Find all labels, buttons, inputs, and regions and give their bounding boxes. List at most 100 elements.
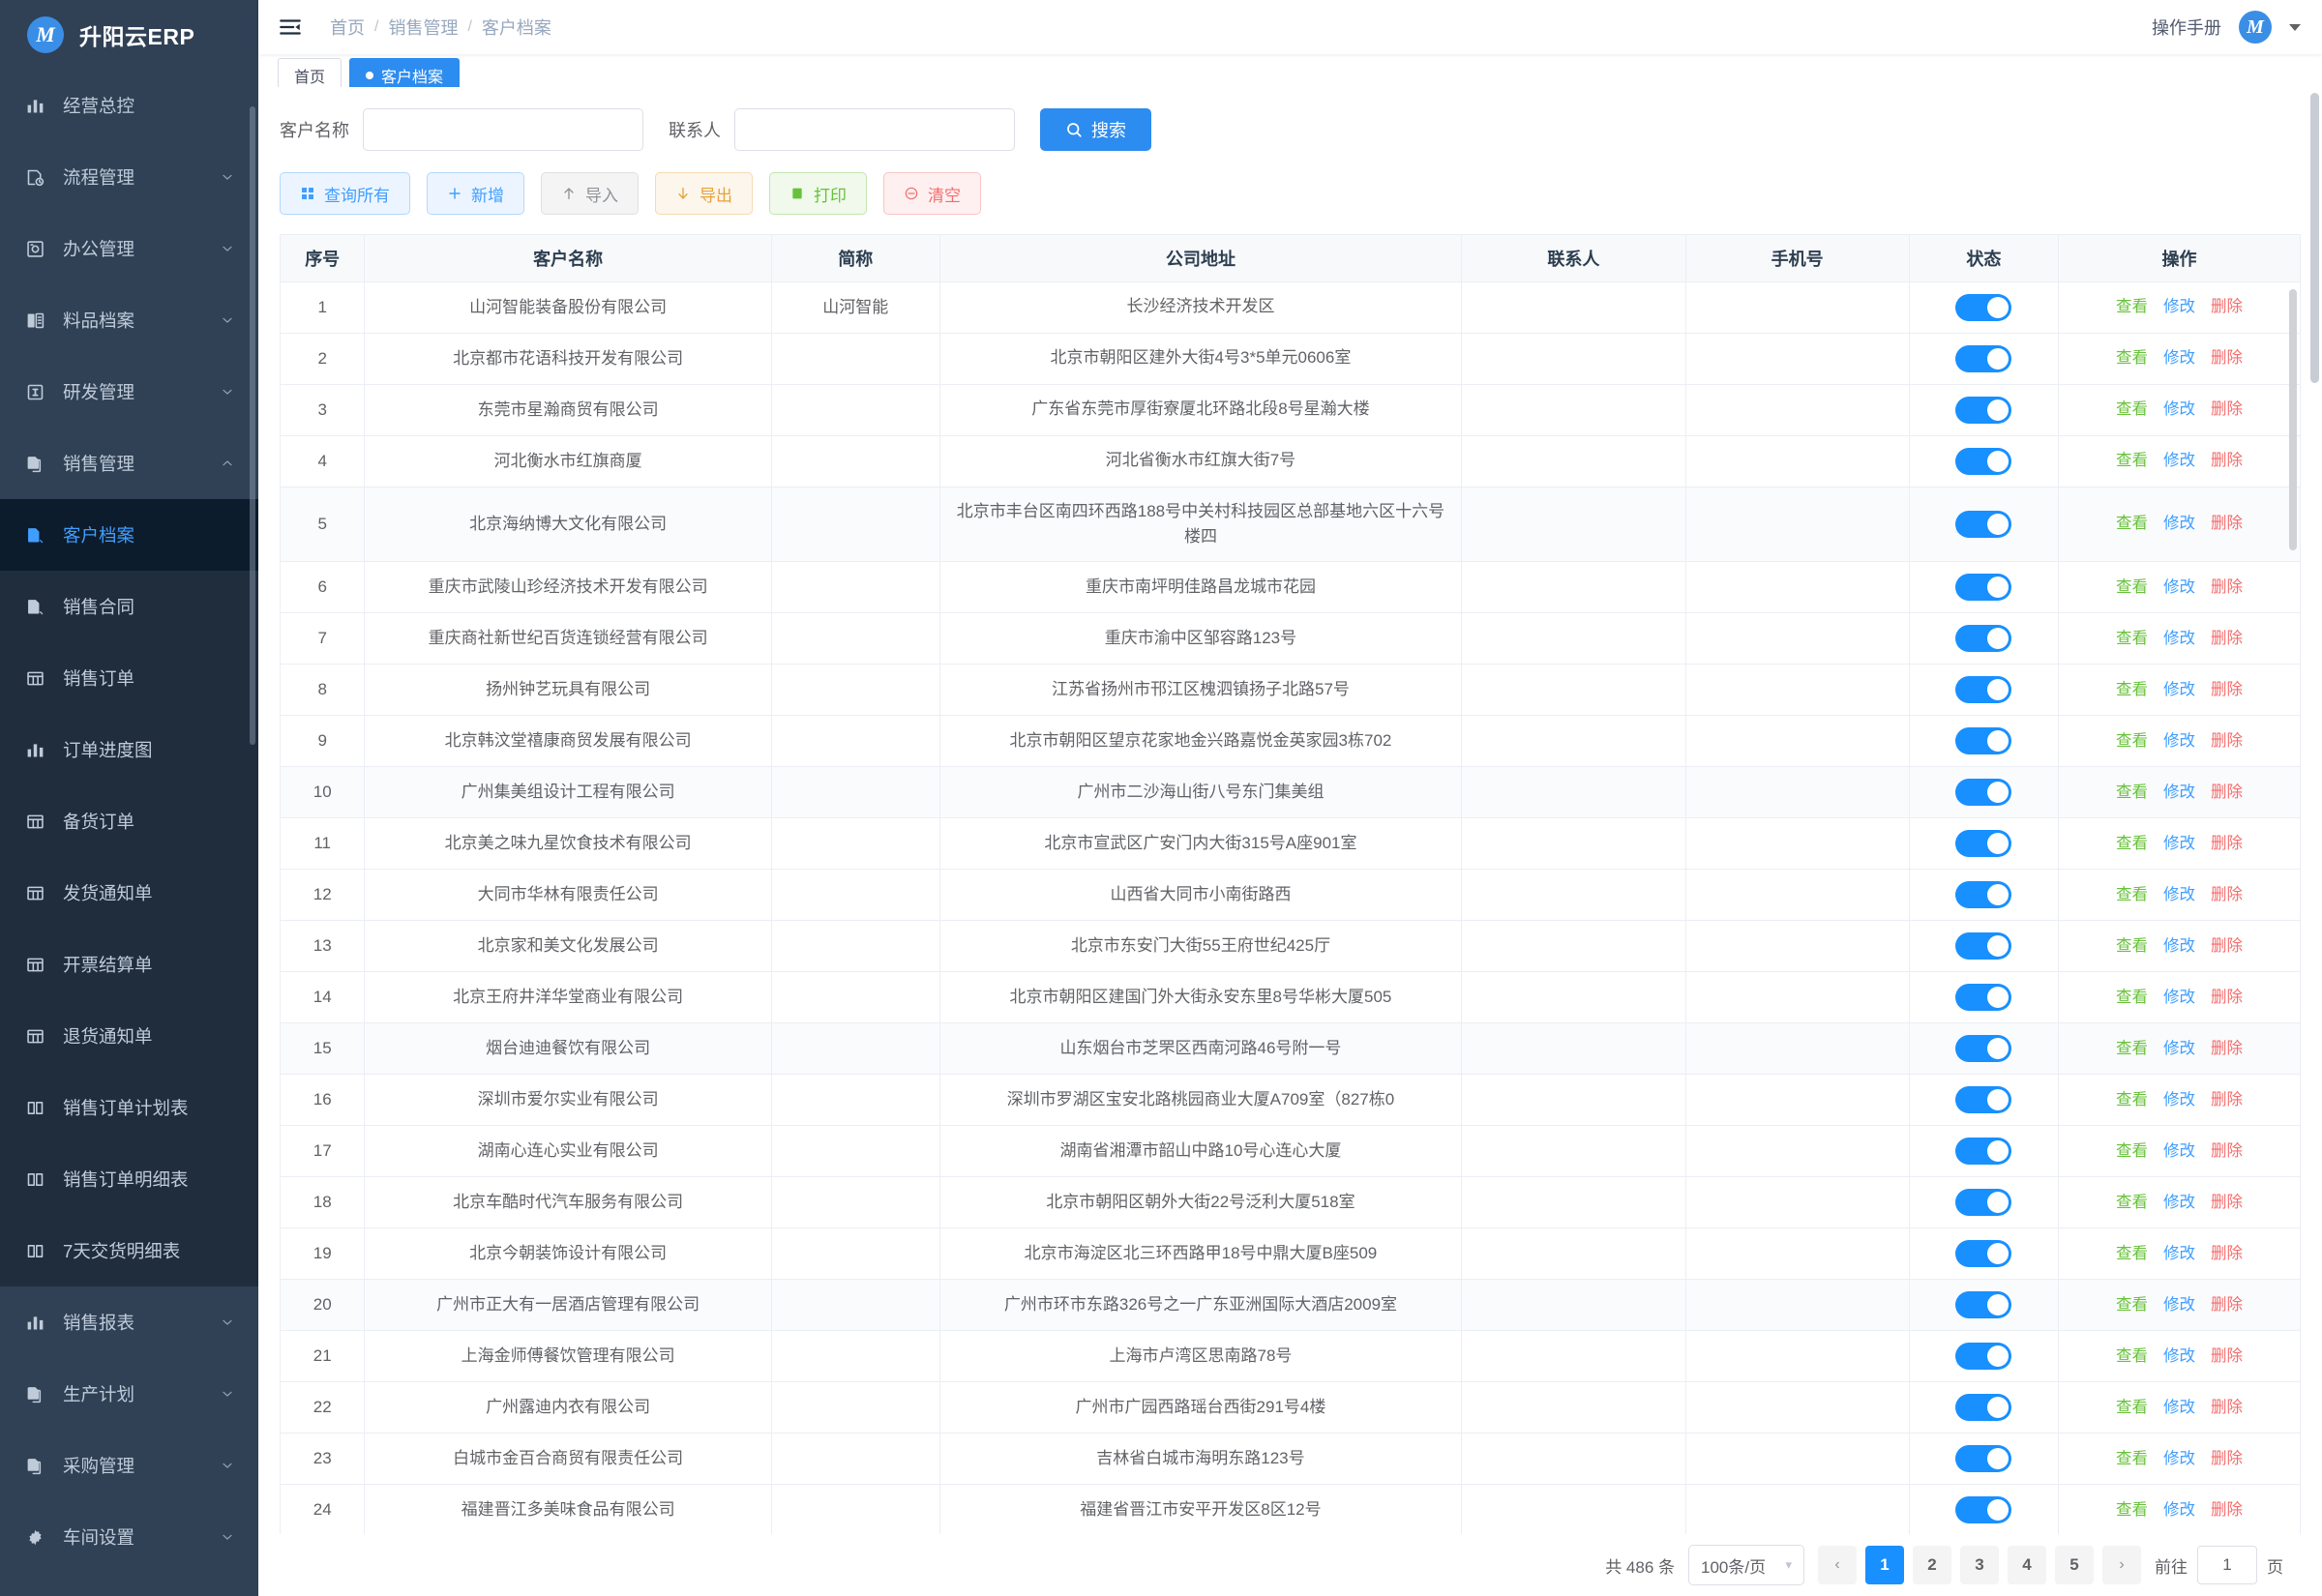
edit-action[interactable]: 修改	[2162, 629, 2195, 647]
edit-action[interactable]: 修改	[2162, 936, 2195, 955]
edit-action[interactable]: 修改	[2162, 452, 2195, 470]
toolbar-button-1[interactable]: 新增	[427, 172, 524, 215]
toolbar-button-3[interactable]: 导出	[655, 172, 753, 215]
view-action[interactable]: 查看	[2115, 1500, 2148, 1519]
edit-action[interactable]: 修改	[2162, 349, 2195, 368]
page-scrollbar[interactable]	[2310, 93, 2319, 383]
view-action[interactable]: 查看	[2115, 936, 2148, 955]
delete-action[interactable]: 删除	[2210, 936, 2243, 955]
table-row[interactable]: 13 北京家和美文化发展公司 北京市东安门大街55王府世纪425厅 查看 修改 删除	[281, 920, 2300, 973]
status-toggle[interactable]	[1955, 727, 2012, 755]
edit-action[interactable]: 修改	[2162, 1346, 2195, 1365]
delete-action[interactable]: 删除	[2210, 731, 2243, 750]
edit-action[interactable]: 修改	[2162, 1449, 2195, 1467]
delete-action[interactable]: 删除	[2210, 834, 2243, 852]
edit-action[interactable]: 修改	[2162, 1141, 2195, 1160]
table-row[interactable]: 3 东莞市星瀚商贸有限公司 广东省东莞市厚街寮厦北环路北段8号星瀚大楼 查看 修改 …	[281, 384, 2300, 436]
delete-action[interactable]: 删除	[2210, 1244, 2243, 1262]
toolbar-button-0[interactable]: 查询所有	[280, 172, 410, 215]
table-row[interactable]: 11 北京美之味九星饮食技术有限公司 北京市宣武区广安门内大街315号A座901室 …	[281, 817, 2300, 871]
delete-action[interactable]: 删除	[2210, 349, 2243, 368]
delete-action[interactable]: 删除	[2210, 1039, 2243, 1057]
status-toggle[interactable]	[1955, 779, 2012, 807]
sidebar-item-7[interactable]: 销售合同	[0, 571, 258, 642]
page-size-select[interactable]: 100条/页 ▾	[1688, 1545, 1804, 1585]
edit-action[interactable]: 修改	[2162, 1090, 2195, 1108]
status-toggle[interactable]	[1955, 1291, 2012, 1319]
delete-action[interactable]: 删除	[2210, 1500, 2243, 1519]
prev-page-button[interactable]: ‹	[1818, 1546, 1857, 1584]
sidebar-item-18[interactable]: 生产计划	[0, 1358, 258, 1430]
delete-action[interactable]: 删除	[2210, 1090, 2243, 1108]
table-row[interactable]: 4 河北衡水市红旗商厦 河北省衡水市红旗大街7号 查看 修改 删除	[281, 435, 2300, 488]
sidebar-item-20[interactable]: 车间设置	[0, 1501, 258, 1573]
contact-input[interactable]	[734, 108, 1015, 151]
view-action[interactable]: 查看	[2115, 1295, 2148, 1314]
table-row[interactable]: 8 扬州钟艺玩具有限公司 江苏省扬州市邗江区槐泗镇扬子北路57号 查看 修改 删除	[281, 664, 2300, 717]
edit-action[interactable]: 修改	[2162, 1500, 2195, 1519]
view-action[interactable]: 查看	[2115, 629, 2148, 647]
view-action[interactable]: 查看	[2115, 731, 2148, 750]
view-action[interactable]: 查看	[2115, 400, 2148, 419]
status-toggle[interactable]	[1955, 510, 2012, 538]
table-row[interactable]: 7 重庆商社新世纪百货连锁经营有限公司 重庆市渝中区邹容路123号 查看 修改 删除	[281, 612, 2300, 665]
tab-1[interactable]: 客户档案	[349, 58, 461, 87]
table-row[interactable]: 24 福建晋江多美味食品有限公司 福建省晋江市安平开发区8区12号 查看 修改 删除	[281, 1484, 2300, 1534]
table-row[interactable]: 17 湖南心连心实业有限公司 湖南省湘潭市韶山中路10号心连心大厦 查看 修改 删除	[281, 1125, 2300, 1178]
sidebar-item-10[interactable]: 备货订单	[0, 785, 258, 857]
view-action[interactable]: 查看	[2115, 1244, 2148, 1262]
delete-action[interactable]: 删除	[2210, 1346, 2243, 1365]
sidebar-item-15[interactable]: 销售订单明细表	[0, 1143, 258, 1215]
search-button[interactable]: 搜索	[1040, 108, 1151, 151]
table-row[interactable]: 22 广州露迪内衣有限公司 广州市广园西路瑶台西街291号4楼 查看 修改 删除	[281, 1381, 2300, 1434]
tab-0[interactable]: 首页	[278, 58, 342, 87]
toolbar-button-4[interactable]: 打印	[769, 172, 867, 215]
toolbar-button-5[interactable]: 清空	[883, 172, 981, 215]
table-row[interactable]: 10 广州集美组设计工程有限公司 广州市二沙海山街八号东门集美组 查看 修改 删除	[281, 766, 2300, 819]
edit-action[interactable]: 修改	[2162, 298, 2195, 316]
edit-action[interactable]: 修改	[2162, 1039, 2195, 1057]
view-action[interactable]: 查看	[2115, 1398, 2148, 1416]
table-row[interactable]: 15 烟台迪迪餐饮有限公司 山东烟台市芝罘区西南河路46号附一号 查看 修改 删除	[281, 1022, 2300, 1076]
view-action[interactable]: 查看	[2115, 1449, 2148, 1467]
table-row[interactable]: 16 深圳市爱尔实业有限公司 深圳市罗湖区宝安北路桃园商业大厦A709室（827栋0…	[281, 1074, 2300, 1127]
status-toggle[interactable]	[1955, 676, 2012, 704]
delete-action[interactable]: 删除	[2210, 515, 2243, 533]
edit-action[interactable]: 修改	[2162, 680, 2195, 698]
delete-action[interactable]: 删除	[2210, 1141, 2243, 1160]
table-row[interactable]: 5 北京海纳博大文化有限公司 北京市丰台区南四环西路188号中关村科技园区总部基地六…	[281, 487, 2300, 563]
delete-action[interactable]: 删除	[2210, 1193, 2243, 1211]
edit-action[interactable]: 修改	[2162, 834, 2195, 852]
sidebar-item-3[interactable]: 料品档案	[0, 284, 258, 356]
sidebar-item-13[interactable]: 退货通知单	[0, 1000, 258, 1072]
edit-action[interactable]: 修改	[2162, 515, 2195, 533]
page-button-1[interactable]: 1	[1865, 1546, 1904, 1584]
view-action[interactable]: 查看	[2115, 1141, 2148, 1160]
view-action[interactable]: 查看	[2115, 349, 2148, 368]
table-row[interactable]: 20 广州市正大有一居酒店管理有限公司 广州市环市东路326号之一广东亚洲国际大酒店…	[281, 1279, 2300, 1332]
status-toggle[interactable]	[1955, 574, 2012, 602]
status-toggle[interactable]	[1955, 1343, 2012, 1371]
status-toggle[interactable]	[1955, 830, 2012, 858]
status-toggle[interactable]	[1955, 1035, 2012, 1063]
table-row[interactable]: 18 北京车酷时代汽车服务有限公司 北京市朝阳区朝外大街22号泛利大厦518室 查看…	[281, 1176, 2300, 1229]
delete-action[interactable]: 删除	[2210, 452, 2243, 470]
edit-action[interactable]: 修改	[2162, 1244, 2195, 1262]
status-toggle[interactable]	[1955, 396, 2012, 424]
delete-action[interactable]: 删除	[2210, 680, 2243, 698]
status-toggle[interactable]	[1955, 984, 2012, 1012]
table-row[interactable]: 6 重庆市武陵山珍经济技术开发有限公司 重庆市南坪明佳路昌龙城市花园 查看 修改 删…	[281, 561, 2300, 614]
delete-action[interactable]: 删除	[2210, 783, 2243, 801]
avatar[interactable]: M	[2239, 11, 2272, 44]
status-toggle[interactable]	[1955, 1138, 2012, 1166]
sidebar-item-1[interactable]: 流程管理	[0, 141, 258, 213]
sidebar-item-21[interactable]: 生产管理	[0, 1573, 258, 1596]
sidebar-item-6[interactable]: 客户档案	[0, 499, 258, 571]
status-toggle[interactable]	[1955, 1240, 2012, 1268]
view-action[interactable]: 查看	[2115, 1193, 2148, 1211]
delete-action[interactable]: 删除	[2210, 885, 2243, 903]
status-toggle[interactable]	[1955, 881, 2012, 909]
sidebar-item-5[interactable]: 销售管理	[0, 428, 258, 499]
sidebar-item-16[interactable]: 7天交货明细表	[0, 1215, 258, 1286]
sidebar-item-0[interactable]: 经营总控	[0, 70, 258, 141]
